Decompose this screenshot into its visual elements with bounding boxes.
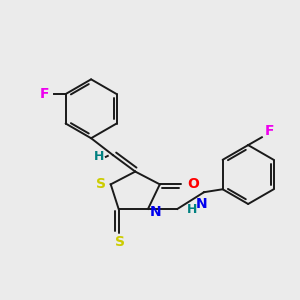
Text: H: H [94,150,104,164]
Text: N: N [196,197,208,211]
Text: F: F [39,87,49,101]
Text: F: F [265,124,274,138]
Text: H: H [187,203,197,216]
Text: N: N [150,205,162,219]
Text: S: S [115,235,124,249]
Text: S: S [96,177,106,191]
Text: O: O [187,177,199,191]
